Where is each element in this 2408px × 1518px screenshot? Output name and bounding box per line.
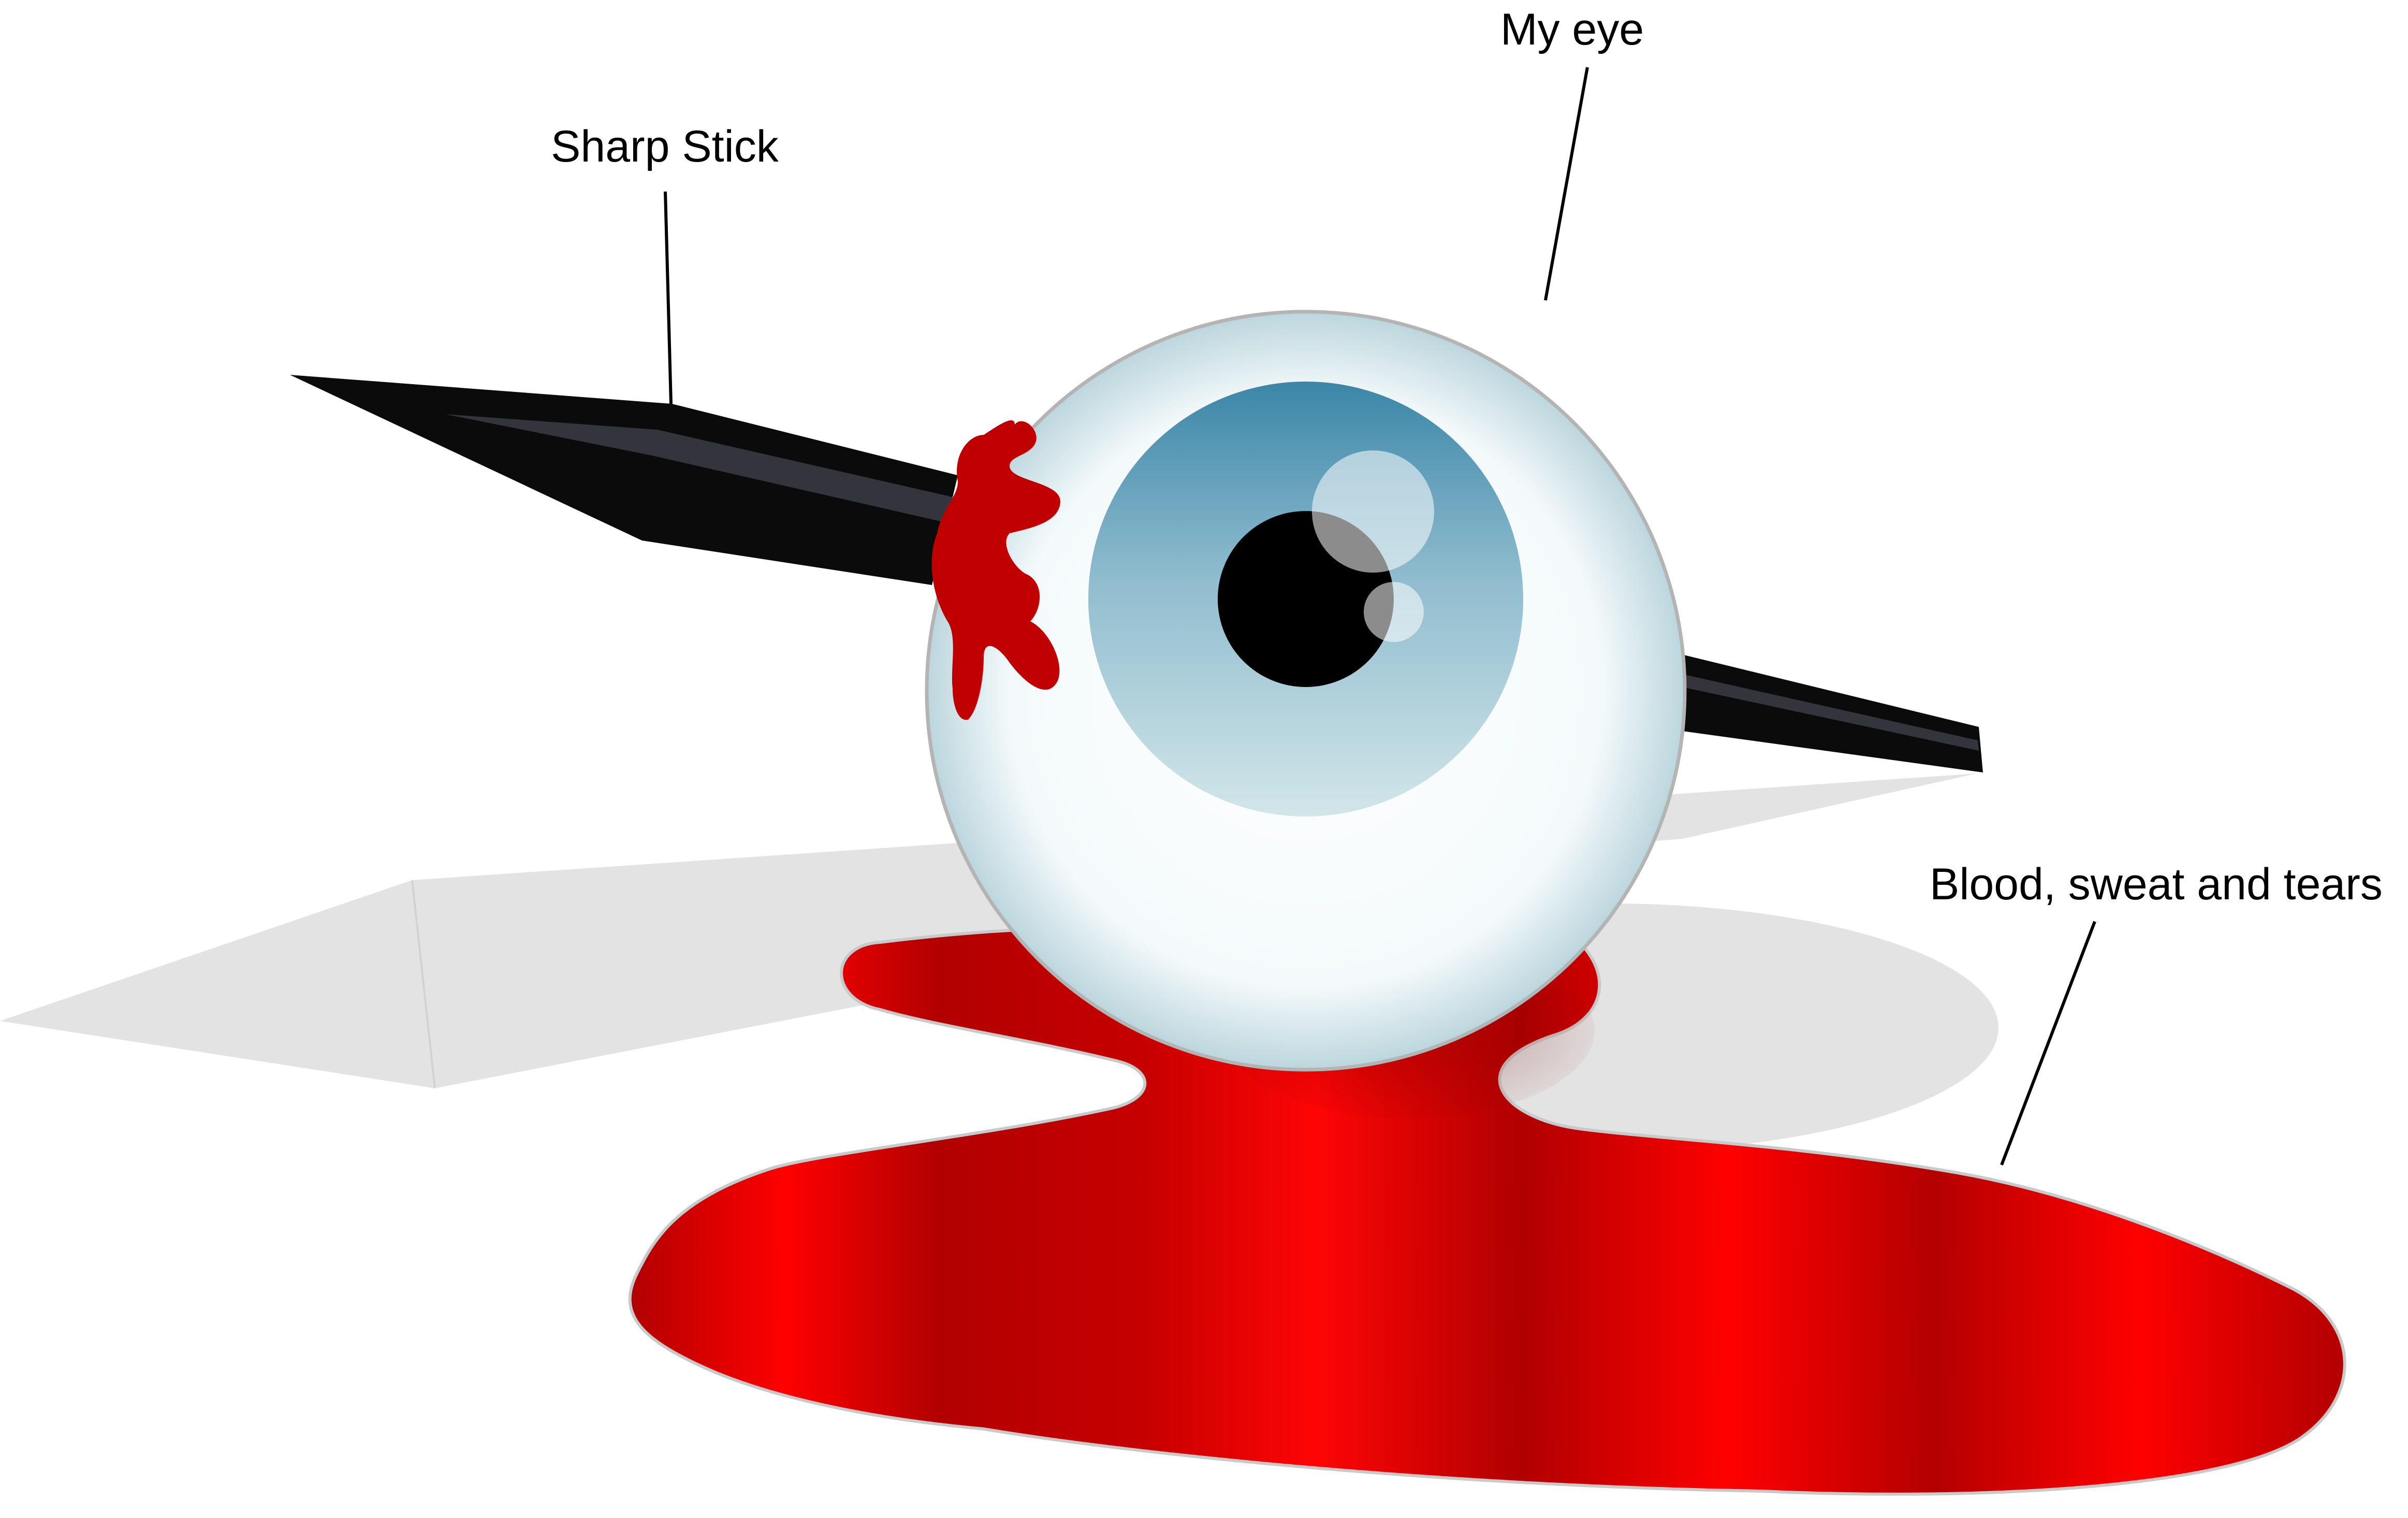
my-eye-label: My eye xyxy=(1500,5,1644,54)
splatter-shape xyxy=(931,420,1061,720)
stick-tip xyxy=(290,375,958,585)
sharp-stick-icon xyxy=(290,375,1983,772)
my-eye-leader-line xyxy=(1544,67,1589,301)
blood-sweat-tears-label: Blood, sweat and tears xyxy=(1930,859,2383,909)
stick-highlight xyxy=(445,414,953,523)
sharp-stick-leader-line xyxy=(664,191,673,404)
reflection-small xyxy=(1364,582,1424,642)
reflection-large xyxy=(1312,450,1434,573)
eyeball-icon xyxy=(925,310,1687,1072)
sharp-stick-label: Sharp Stick xyxy=(551,122,779,171)
leader-lines xyxy=(664,67,2096,1166)
blood-splatter xyxy=(931,420,1061,720)
blood-leader-line xyxy=(2000,921,2096,1166)
stick-shadow-edge xyxy=(411,880,436,1089)
stick-exit-highlight xyxy=(1677,673,1979,751)
